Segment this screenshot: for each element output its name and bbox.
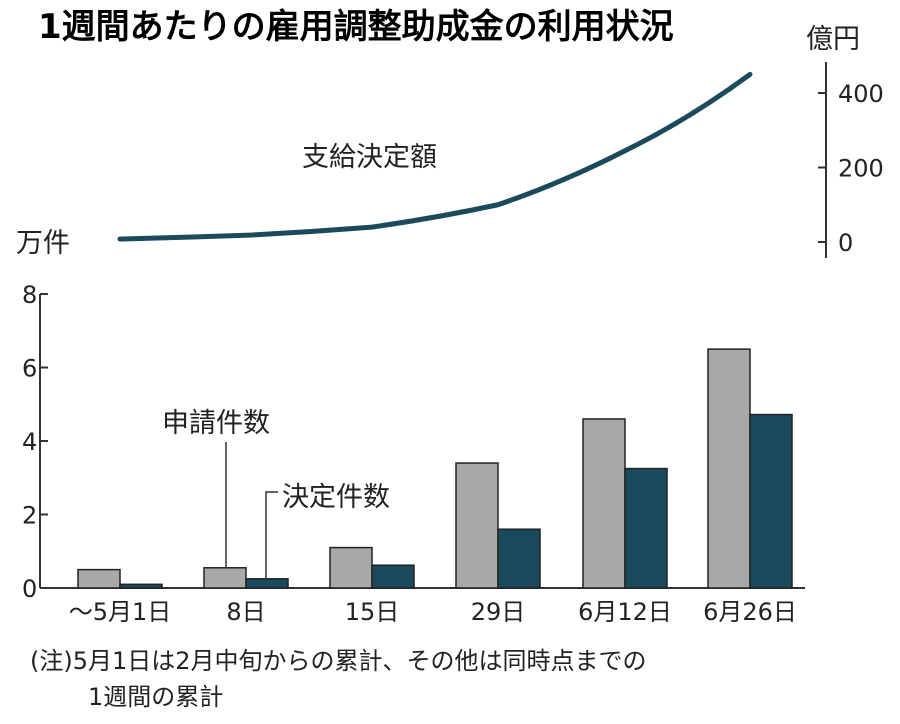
category-label: 29日 <box>471 598 526 626</box>
bar-group <box>77 348 793 589</box>
category-label: 6月26日 <box>703 598 797 626</box>
bar-y-tick-label: 4 <box>22 428 37 456</box>
line-y-tick-label: 200 <box>838 155 884 183</box>
bar-y-tick-label: 8 <box>22 281 37 309</box>
bar-unit-label: 万件 <box>16 228 70 259</box>
bar-applied <box>582 418 626 589</box>
bar-applied <box>203 567 247 589</box>
line-y-tick-label: 400 <box>838 80 884 108</box>
bar-applied <box>455 462 499 589</box>
category-label: 15日 <box>345 598 400 626</box>
bar-y-ticks: 0 2 4 6 8 <box>22 281 48 603</box>
bar-y-tick-label: 0 <box>22 575 37 603</box>
footnote-line-1: (注)5月1日は2月中旬からの累計、その他は同時点までの <box>30 647 647 675</box>
bar-decided <box>749 413 793 589</box>
bar-decided <box>371 564 415 589</box>
line-y-tick-label: 0 <box>838 229 853 257</box>
legend-decided-label: 決定件数 <box>282 482 390 513</box>
bar-applied <box>329 546 373 589</box>
category-label: 〜5月1日 <box>69 598 172 626</box>
bar-applied <box>707 348 751 589</box>
line-series-label: 支給決定額 <box>302 142 437 173</box>
line-y-ticks: 0 200 400 <box>818 80 884 257</box>
category-label: 6月12日 <box>578 598 672 626</box>
line-unit-label: 億円 <box>806 24 860 55</box>
bar-decided <box>624 467 668 589</box>
footnote-line-2: 1週間の累計 <box>88 683 224 711</box>
category-labels: 〜5月1日 8日 15日 29日 6月12日 6月26日 <box>69 598 797 626</box>
bar-applied <box>77 568 121 589</box>
decided-leader-line <box>265 491 278 578</box>
legend-applied-label: 申請件数 <box>162 408 270 439</box>
bar-decided <box>497 528 541 589</box>
bar-decided <box>119 583 163 589</box>
chart-title: 1週間あたりの雇用調整助成金の利用状況 <box>38 7 674 47</box>
bar-y-tick-label: 2 <box>22 502 37 530</box>
bar-decided <box>245 578 289 589</box>
bar-y-tick-label: 6 <box>22 355 37 383</box>
line-series-amount <box>117 71 753 242</box>
category-label: 8日 <box>226 598 265 626</box>
